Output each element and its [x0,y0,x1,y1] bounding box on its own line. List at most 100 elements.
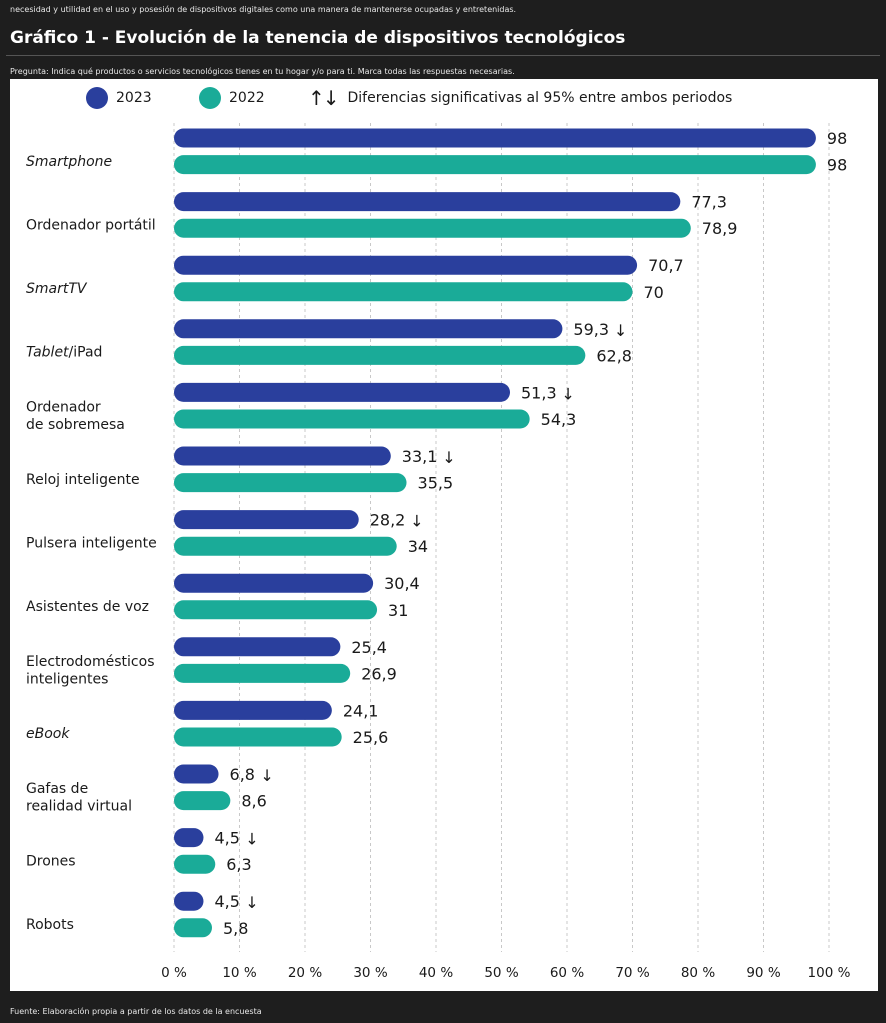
legend-label-2022: 2022 [229,90,265,106]
x-tick-label: 20 % [288,965,322,981]
down-arrow-icon: ↓ [245,830,258,849]
value-label-2022: 62,8 [596,346,632,365]
context-snippet: necesidad y utilidad en el uso y posesió… [10,5,517,14]
category-label-part: inteligentes [26,671,108,687]
bar-2023 [174,192,681,212]
bar-2023 [174,637,341,657]
category-label: Gafas de [26,781,88,797]
value-label-2023: 51,3 [521,383,557,402]
x-tick-label: 60 % [550,965,584,981]
value-label-2023: 98 [827,129,847,148]
bar-2022 [174,600,378,620]
category-label-part: Robots [26,917,74,933]
category-label: realidad virtual [26,799,132,815]
bar-2022 [174,918,212,938]
x-tick-label: 70 % [615,965,649,981]
bar-2022 [174,473,407,493]
value-label-2022: 98 [827,156,847,175]
category-label: Drones [26,853,76,869]
category-label-part: Reloj inteligente [26,472,140,488]
bar-2022 [174,218,691,238]
category-label: Ordenador portátil [26,217,156,233]
category-label: Tablet/iPad [26,345,102,361]
bar-2022 [174,345,586,365]
source-note: Fuente: Elaboración propia a partir de l… [10,1007,262,1016]
x-tick-label: 100 % [808,965,851,981]
value-label-2022: 70 [644,283,664,302]
category-label: SmartTV [26,281,88,297]
category-label-part: Ordenador portátil [26,217,156,233]
down-arrow-icon: ↓ [410,512,423,531]
value-label-2023: 30,4 [384,574,420,593]
bar-2022 [174,663,351,683]
value-label-2023: 28,2 [370,511,406,530]
value-label-2023: 77,3 [691,193,727,212]
category-label: de sobremesa [26,417,125,433]
category-label-part: Electrodomésticos [26,654,154,670]
value-label-2022: 25,6 [353,728,389,747]
category-label: Reloj inteligente [26,472,140,488]
value-label-2022: 35,5 [418,474,454,493]
category-label-part: Ordenador [26,399,101,415]
category-label-part: eBook [26,726,70,742]
down-arrow-icon: ↓ [614,321,627,340]
value-label-2022: 5,8 [223,919,248,938]
down-arrow-icon: ↓ [245,893,258,912]
value-label-2022: 6,3 [226,855,251,874]
bar-2023 [174,700,332,720]
bar-2023 [174,828,204,848]
category-label-part: /iPad [69,345,103,361]
x-tick-label: 0 % [161,965,187,981]
bar-2022 [174,727,342,747]
category-label: Electrodomésticos [26,654,154,670]
legend-significance-label: Diferencias significativas al 95% entre … [347,90,733,106]
chart-title: Gráfico 1 - Evolución de la tenencia de … [10,28,626,48]
down-arrow-icon: ↓ [260,766,273,785]
bar-2023 [174,382,511,402]
legend-significance: ↑↓ Diferencias significativas al 95% ent… [308,86,732,110]
bar-2022 [174,282,633,302]
x-tick-label: 50 % [484,965,518,981]
category-label: Smartphone [26,154,112,170]
bar-2022 [174,409,530,429]
legend-2022: 2022 [199,86,265,110]
value-label-2023: 70,7 [648,256,684,275]
value-label-2023: 25,4 [351,638,387,657]
survey-question: Pregunta: Indica qué productos o servici… [10,67,515,76]
value-label-2023: 59,3 [573,320,609,339]
value-label-2023: 4,5 [214,892,239,911]
bar-2023 [174,255,638,275]
x-tick-label: 40 % [419,965,453,981]
down-arrow-icon: ↓ [561,384,574,403]
bar-2023 [174,446,391,466]
category-label-part: Drones [26,853,76,869]
category-label-part: Tablet [26,345,69,361]
value-label-2022: 31 [388,601,408,620]
bar-2022 [174,854,216,874]
value-label-2022: 54,3 [541,410,577,429]
value-label-2022: 8,6 [241,792,266,811]
x-tick-label: 90 % [746,965,780,981]
category-label: Robots [26,917,74,933]
down-arrow-icon: ↓ [442,448,455,467]
bar-2023 [174,891,204,911]
category-label: inteligentes [26,671,108,687]
x-tick-label: 10 % [222,965,256,981]
bar-2023 [174,573,374,593]
legend-dot-2022 [199,87,221,109]
category-label-part: Asistentes de voz [26,599,149,615]
category-label-part: Pulsera inteligente [26,535,157,551]
value-label-2022: 34 [408,537,428,556]
category-label-part: realidad virtual [26,799,132,815]
value-label-2023: 33,1 [402,447,438,466]
up-down-arrows-icon: ↑↓ [308,86,339,110]
category-label: Ordenador [26,399,101,415]
category-label-part: SmartTV [26,281,88,297]
value-label-2023: 6,8 [230,765,255,784]
category-label: Asistentes de voz [26,599,149,615]
value-label-2022: 78,9 [702,219,738,238]
bar-2022 [174,791,231,811]
category-label-part: Gafas de [26,781,88,797]
bar-2023 [174,510,359,530]
